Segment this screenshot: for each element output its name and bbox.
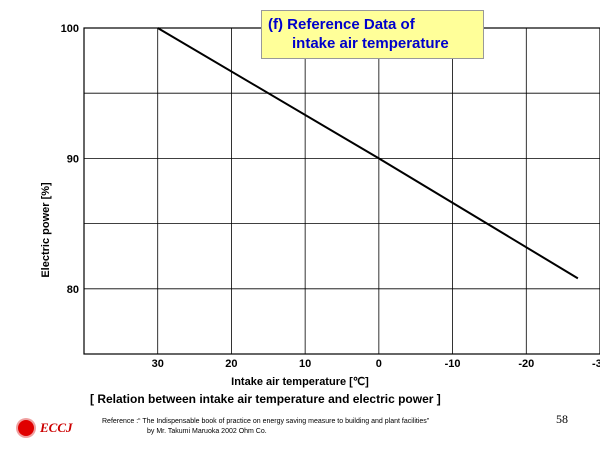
x-tick-label: -20 <box>518 358 534 370</box>
y-tick-labels: 100 90 80 <box>61 23 79 296</box>
logo-text: ECCJ <box>40 420 73 435</box>
series-layer <box>157 27 579 280</box>
y-tick-label: 90 <box>67 153 79 165</box>
reference-line-2: by Mr. Takumi Maruoka 2002 Ohm Co. <box>147 428 267 435</box>
x-tick-label: 20 <box>225 358 237 370</box>
x-axis-title: Intake air temperature [℃] <box>231 376 369 388</box>
series-line <box>157 27 579 280</box>
reference-line-1: Reference :“ The Indispensable book of p… <box>102 418 430 425</box>
y-tick-label: 80 <box>67 284 79 296</box>
sun-icon <box>18 420 34 436</box>
x-tick-labels: 30 20 10 0 -10 -20 -30 <box>152 358 600 370</box>
x-tick-label: -30 <box>592 358 600 370</box>
chart-caption: [ Relation between intake air temperatur… <box>90 392 441 406</box>
x-tick-label: 30 <box>152 358 164 370</box>
plot-frame <box>83 27 600 355</box>
chart-title-line-1: (f) Reference Data of <box>268 16 415 33</box>
x-tick-label: -10 <box>445 358 461 370</box>
grid <box>84 28 600 354</box>
eccj-logo: ECCJ <box>18 418 88 440</box>
chart-title-box: (f) Reference Data of intake air tempera… <box>261 10 484 59</box>
y-tick-label: 100 <box>61 23 79 35</box>
reference-note: Reference :“ The Indispensable book of p… <box>102 417 429 437</box>
x-tick-label: 10 <box>299 358 311 370</box>
x-tick-label: 0 <box>376 358 382 370</box>
chart-title-line-2: intake air temperature <box>292 35 449 52</box>
y-axis-title: Electric power [%] <box>40 182 52 278</box>
page-number: 58 <box>556 412 568 426</box>
